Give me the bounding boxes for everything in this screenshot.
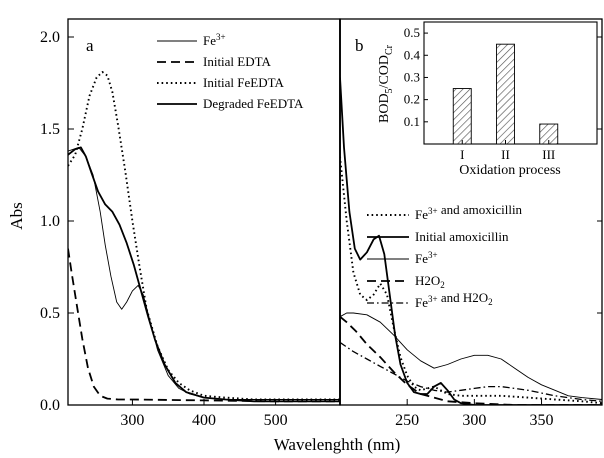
y-tick-label: 0.0 <box>40 397 60 414</box>
legend-label: Initial EDTA <box>203 54 272 69</box>
legend-label: Initial FeEDTA <box>203 75 285 90</box>
x-tick-label: 400 <box>192 412 216 429</box>
inset-y-tick-label: 0.5 <box>404 25 420 40</box>
inset-y-tick-label: 0.4 <box>404 47 421 62</box>
x-tick-label: 250 <box>395 412 419 429</box>
inset-bar-chart: 0.10.20.30.40.5I II III <box>404 25 559 162</box>
inset-y-tick-label: 0.2 <box>404 92 420 107</box>
series-line <box>340 341 602 402</box>
series-line <box>68 146 340 403</box>
x-tick-label: 500 <box>264 412 288 429</box>
legend-label: Fe3+ and amoxicillin <box>415 202 523 222</box>
series-line <box>68 71 340 401</box>
panel-b-series <box>340 77 602 405</box>
x-tick-label: 300 <box>120 412 144 429</box>
inset-y-axis-label: BOD5/CODCr <box>377 44 395 123</box>
inset-category-label: III <box>542 147 555 162</box>
legend-label: H2O2 <box>415 273 445 290</box>
legend-label: Initial amoxicillin <box>415 229 509 244</box>
legend-label: Fe3+ <box>415 250 438 266</box>
series-line <box>68 248 340 403</box>
panel-b-letter: b <box>355 36 364 55</box>
y-tick-label: 0.5 <box>40 305 60 322</box>
inset-x-axis-label: Oxidation process <box>459 163 560 178</box>
inset-bar <box>452 88 472 145</box>
inset-category-label: II <box>501 147 510 162</box>
inset-bar <box>496 43 515 145</box>
panel-a-series <box>68 71 340 403</box>
y-tick-label: 1.5 <box>40 121 60 138</box>
series-line <box>340 312 602 400</box>
x-axis-label: Wavelenghth (nm) <box>274 435 401 454</box>
legend-label: Fe3+ <box>203 32 226 48</box>
panel-b-legend: Fe3+ and amoxicillin Initial amoxicillin F… <box>367 202 523 310</box>
panel-a-x-axis: 300 400 500 <box>120 399 288 429</box>
series-line <box>340 316 602 405</box>
series-line <box>68 146 340 400</box>
panel-b-x-axis: 250 300 350 <box>395 399 554 429</box>
panel-a-legend: Fe3+ Initial EDTA Initial FeEDTA Degraded F… <box>157 32 304 111</box>
inset-category-label: I <box>460 147 464 162</box>
y-tick-label: 1.0 <box>40 213 60 230</box>
inset-y-tick-label: 0.3 <box>404 69 420 84</box>
y-tick-label: 2.0 <box>40 29 60 46</box>
panel-b-right-ticks <box>597 36 602 406</box>
inset-y-tick-label: 0.1 <box>404 114 420 129</box>
series-line <box>340 77 602 405</box>
y-axis: 0.0 0.5 1.0 1.5 2.0 <box>40 29 74 414</box>
legend-label: Fe3+ and H2O2 <box>415 290 493 310</box>
x-tick-label: 300 <box>462 412 486 429</box>
y-axis-label: Abs <box>7 202 26 229</box>
x-tick-label: 350 <box>530 412 554 429</box>
legend-label: Degraded FeEDTA <box>203 96 304 111</box>
panel-a-letter: a <box>86 36 94 55</box>
